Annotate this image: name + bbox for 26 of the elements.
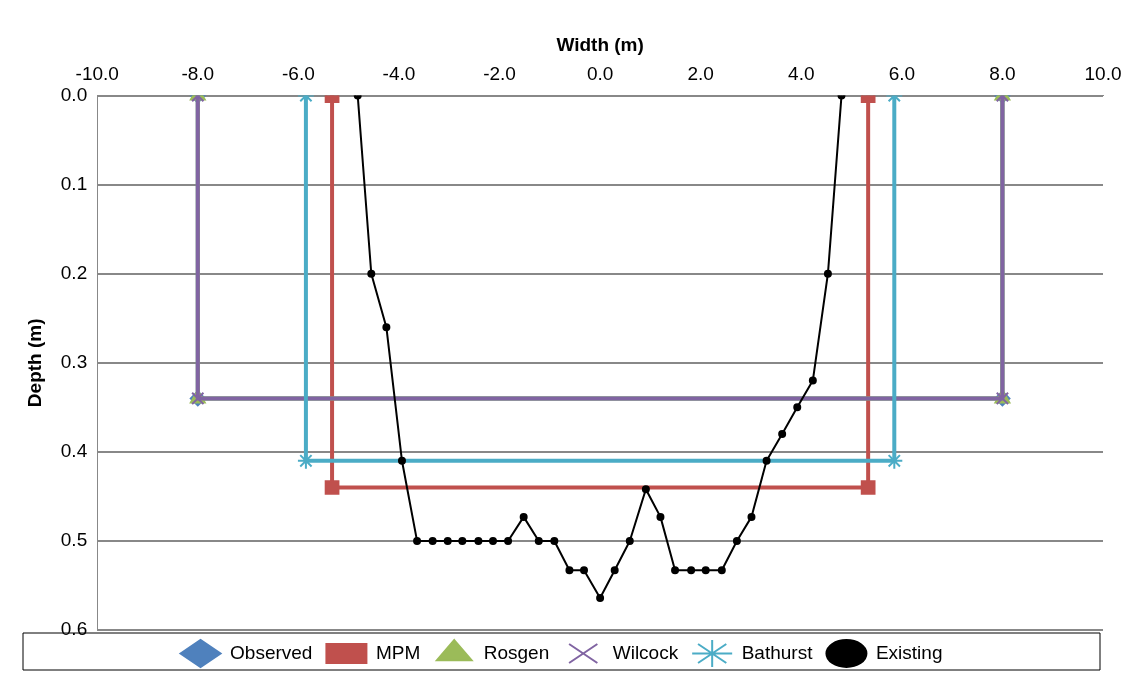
- y-tick-label: 0.4: [60, 440, 88, 462]
- y-axis-title: Depth (m): [23, 318, 45, 408]
- y-tick-label: 0.1: [60, 172, 88, 194]
- legend-label: MPM: [375, 641, 421, 663]
- x-tick-label: 2.0: [687, 63, 714, 85]
- y-tick-label: 0.5: [60, 529, 88, 551]
- legend-label: Existing: [875, 641, 943, 663]
- x-tick-label: 10.0: [1084, 63, 1122, 85]
- x-tick-label: -4.0: [382, 63, 416, 85]
- legend-label: Bathurst: [741, 641, 814, 663]
- legend-label: Wilcock: [612, 641, 679, 663]
- x-tick-label: 6.0: [888, 63, 916, 85]
- x-tick-label: -8.0: [181, 63, 215, 85]
- x-tick-label: -2.0: [483, 63, 516, 85]
- y-tick-label: 0.2: [60, 261, 88, 283]
- x-tick-label: 0.0: [586, 63, 614, 85]
- legend-label: Rosgen: [483, 641, 550, 663]
- x-tick-label: 4.0: [788, 63, 815, 85]
- x-axis-title: Width (m): [556, 33, 644, 55]
- y-tick-label: 0.6: [60, 618, 88, 640]
- x-tick-label: -10.0: [75, 63, 119, 85]
- y-tick-label: 0.3: [60, 351, 88, 373]
- legend-label: Observed: [230, 641, 313, 663]
- x-tick-label: -6.0: [282, 63, 315, 85]
- y-tick-label: 0.0: [60, 83, 88, 105]
- x-tick-label: 8.0: [989, 63, 1016, 85]
